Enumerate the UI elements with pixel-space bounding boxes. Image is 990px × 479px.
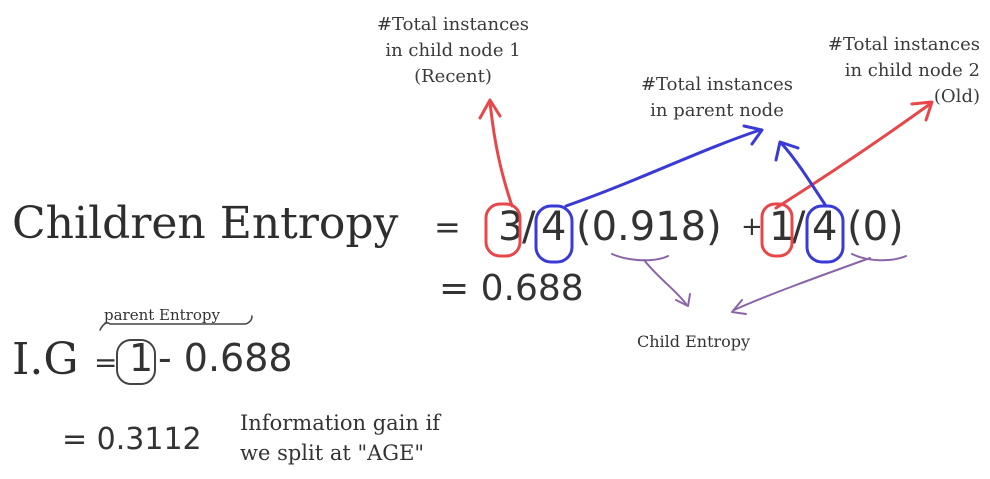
ig-equals: = [94,346,118,379]
red-arrowhead-child2 [910,100,934,122]
purple-arrowhead-2 [731,299,747,315]
parent-count-2: 4 [812,204,838,250]
fraction-slash-2: / [792,204,806,250]
parent-entropy-circle [116,339,156,385]
child1-entropy: (0.918) [576,204,722,250]
ig-desc-line1: Information gain if [240,411,441,435]
purple-bracket-1 [611,253,669,262]
child1-count-note: #Total instances in child node 1 (Recent… [348,12,558,90]
blue-arrow-parent1 [564,128,762,208]
parent-note-line1: #Total instances [640,74,794,95]
child1-note-line2: in child node 1 [385,40,521,61]
child2-count-note: #Total instances in child node 2 (Old) [802,32,980,110]
ig-label: I.G [12,334,79,385]
ig-description: Information gain if we split at "AGE" [240,408,440,468]
plus-sign: + [741,212,763,242]
purple-arrow-2 [733,257,871,311]
child1-highlight-circle [484,202,522,258]
parent1-highlight-circle [534,204,574,264]
blue-arrowhead-parent1 [742,124,764,146]
red-arrowhead-child1 [478,98,502,120]
equals-sign: = [434,208,461,246]
ig-result: = 0.3112 [62,422,202,457]
child1-note-line3: (Recent) [414,66,492,87]
ig-minus-term: - 0.688 [158,336,293,380]
child1-note-line1: #Total instances [376,14,530,35]
purple-bracket-2 [851,253,907,262]
parent-note-line2: in parent node [650,100,784,121]
child2-note-line2: in child node 2 [844,60,980,81]
blue-arrow-parent2 [780,142,828,208]
fraction-slash-1: / [522,204,536,250]
red-arrow-child1 [488,100,514,208]
parent-count-note: #Total instances in parent node [612,72,822,124]
children-entropy-result: = 0.688 [439,268,584,309]
child-entropy-note: Child Entropy [637,332,751,351]
purple-arrowhead-1 [675,293,691,307]
purple-arrow-1 [643,259,687,305]
child2-note-line1: #Total instances [827,34,980,55]
parent-entropy-brace [99,315,253,331]
child2-note-line3: (Old) [933,86,980,107]
ig-desc-line2: we split at "AGE" [240,441,425,465]
child2-highlight-circle [760,202,794,258]
child2-entropy: (0) [847,204,904,250]
blue-arrowhead-parent2 [774,140,800,162]
red-arrow-child2 [774,102,932,210]
children-entropy-label: Children Entropy [12,198,399,249]
parent-entropy-note: parent Entropy [104,306,220,324]
parent2-highlight-circle [805,204,845,264]
parent-count-1: 4 [541,204,567,250]
